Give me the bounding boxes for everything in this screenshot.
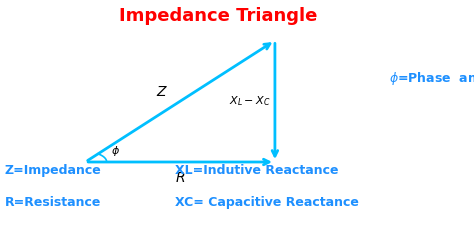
Text: Impedance Triangle: Impedance Triangle — [119, 7, 317, 25]
Text: R=Resistance: R=Resistance — [5, 196, 101, 209]
Text: Z: Z — [156, 85, 166, 99]
Text: $X_L - X_C$: $X_L - X_C$ — [229, 94, 270, 108]
Text: XL=Indutive Reactance: XL=Indutive Reactance — [175, 164, 339, 177]
Text: $\phi$=Phase  angle: $\phi$=Phase angle — [389, 70, 474, 87]
Text: XC= Capacitive Reactance: XC= Capacitive Reactance — [175, 196, 359, 209]
Text: R: R — [175, 171, 185, 185]
Text: Z=Impedance: Z=Impedance — [5, 164, 101, 177]
Text: $\phi$: $\phi$ — [111, 144, 120, 158]
